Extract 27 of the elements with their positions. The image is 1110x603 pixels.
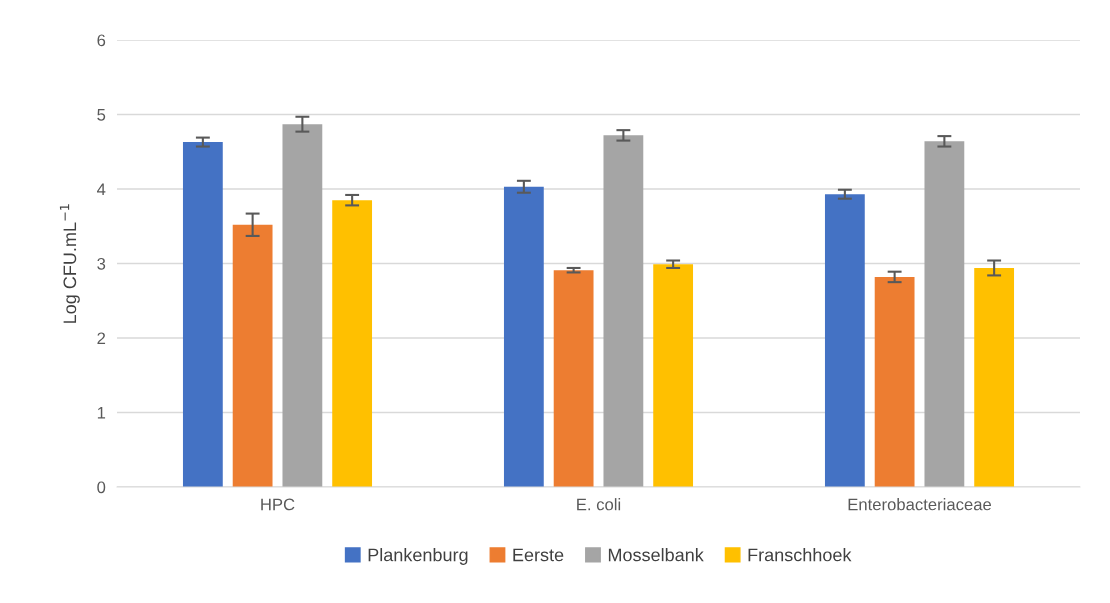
- bar: [924, 141, 965, 487]
- legend-label: Franschhoek: [748, 548, 852, 562]
- y-tick-label: 5: [97, 109, 106, 121]
- legend-label: Mosselbank: [608, 548, 704, 562]
- bar: [653, 264, 694, 487]
- bar: [874, 276, 915, 487]
- y-tick-label: 0: [97, 481, 106, 494]
- y-tick-label: 3: [97, 257, 106, 270]
- bar: [182, 142, 223, 487]
- x-tick-label: Enterobacteriaceae: [848, 498, 992, 511]
- bar: [232, 224, 273, 487]
- bar: [824, 194, 865, 487]
- y-tick-label: 2: [97, 332, 106, 345]
- bar: [282, 124, 323, 487]
- x-tick-label: E. coli: [577, 498, 621, 511]
- y-axis-title: Log CFU.mL$^{−1}$: [59, 204, 80, 323]
- y-tick-label: 4: [97, 183, 106, 196]
- x-tick-label: HPC: [261, 498, 295, 511]
- y-tick-label: 6: [97, 34, 106, 47]
- y-tick-label: 1: [97, 407, 106, 419]
- legend-label: Eerste: [513, 548, 564, 562]
- bar: [332, 200, 373, 487]
- bar: [603, 135, 644, 487]
- legend-label: Plankenburg: [368, 548, 468, 565]
- bar: [974, 267, 1015, 487]
- bar: [503, 186, 544, 487]
- bar: [553, 270, 594, 487]
